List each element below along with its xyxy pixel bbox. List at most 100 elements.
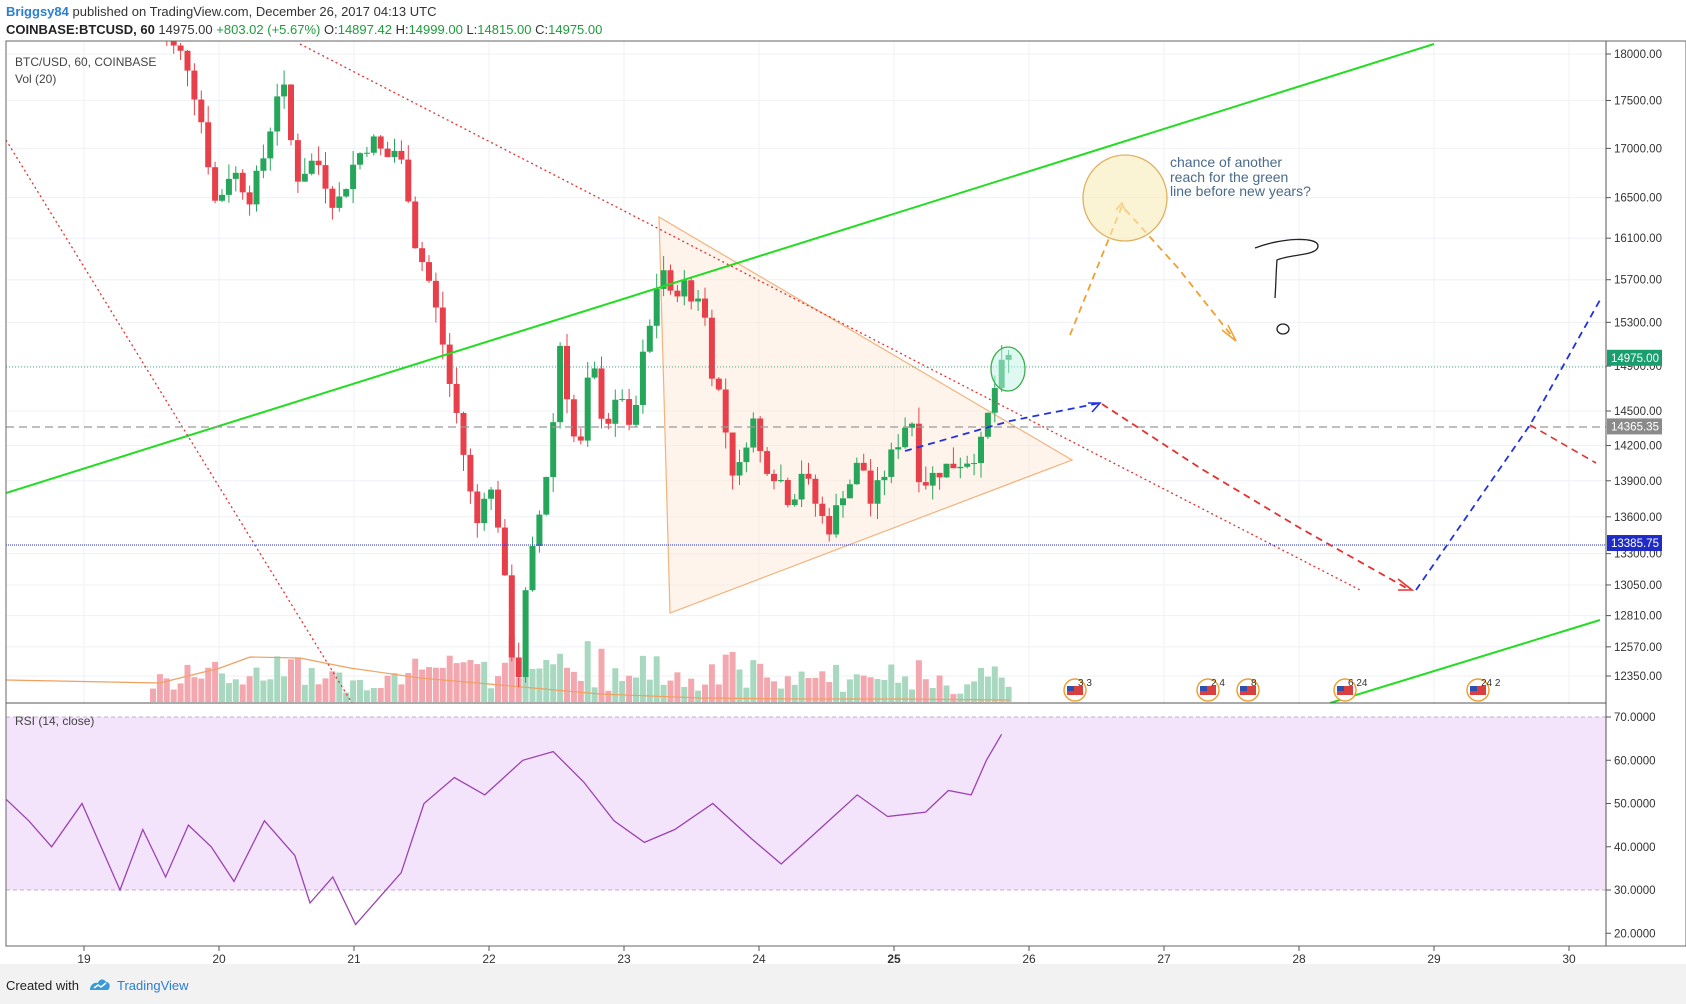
price-tick-label: 17500.00 xyxy=(1614,96,1662,108)
volume-bar xyxy=(998,677,1005,702)
volume-bar xyxy=(343,692,350,702)
candle-body xyxy=(170,41,177,46)
candle-body xyxy=(840,498,846,506)
target-circle[interactable] xyxy=(1082,154,1168,242)
candle-body xyxy=(557,345,564,423)
question-mark-dot xyxy=(1276,323,1290,335)
red-projection-alt[interactable] xyxy=(1529,424,1597,464)
volume-bar xyxy=(784,676,791,702)
footer-brand-link[interactable]: TradingView xyxy=(117,978,189,993)
candle-body xyxy=(612,399,619,424)
candle-body xyxy=(488,489,495,499)
volume-bar xyxy=(619,681,626,702)
candle-body xyxy=(639,351,646,406)
time-axis[interactable]: 19 20 21 22 23 24 25 26 27 28 29 30 xyxy=(77,946,1576,964)
volume-bar xyxy=(501,662,508,702)
us-flag-icon xyxy=(1337,686,1353,695)
volume-bar xyxy=(874,679,881,702)
candle-body xyxy=(605,418,612,424)
volume-bar xyxy=(536,668,543,702)
us-flag-icon xyxy=(1067,686,1083,695)
candle-body xyxy=(246,192,253,205)
candle-body xyxy=(729,432,736,476)
event-label: 3 3 xyxy=(1078,678,1092,689)
volume-bar xyxy=(667,680,674,702)
chart-symbol-legend: BTC/USD, 60, COINBASE xyxy=(15,55,156,69)
candle-body xyxy=(978,436,984,464)
us-flag-icon xyxy=(1067,686,1074,691)
price-axis[interactable]: 18000.00 17500.00 17000.00 16500.00 16100.00… xyxy=(1606,49,1662,683)
candle-body xyxy=(750,418,757,448)
volume-bar xyxy=(543,659,550,702)
red-resistance-line[interactable] xyxy=(299,43,1361,591)
triangle-pattern[interactable] xyxy=(658,215,1074,614)
price-tick-label: 14500.00 xyxy=(1614,406,1662,418)
candle-body xyxy=(239,172,246,193)
candle-body xyxy=(867,470,874,504)
volume-bar xyxy=(570,671,577,702)
candle-body xyxy=(722,389,729,433)
candle-body xyxy=(350,164,357,190)
volume-bar xyxy=(322,678,329,702)
price-tick-label: 12810.00 xyxy=(1614,611,1662,623)
annotation-line-1: chance of another xyxy=(1170,154,1282,170)
volume-bar xyxy=(391,673,398,702)
candle-body xyxy=(529,546,536,591)
candle-body xyxy=(619,399,626,401)
rsi-band xyxy=(6,717,1606,890)
red-steep-line[interactable] xyxy=(6,139,353,703)
annotation-line-3: line before new years? xyxy=(1170,183,1311,199)
event-markers[interactable]: 3 3 2 4 8 6 24 24 2 xyxy=(1063,678,1501,702)
time-tick-label: 29 xyxy=(1427,952,1441,964)
rsi-tick-label: 20.0000 xyxy=(1614,928,1656,940)
orange-projection[interactable] xyxy=(1069,204,1236,341)
price-badge xyxy=(1607,418,1662,435)
price-tick-label: 12570.00 xyxy=(1614,642,1662,654)
us-flag-icon xyxy=(1200,686,1216,695)
author-link[interactable]: Briggsy84 xyxy=(6,4,69,19)
candle-body xyxy=(495,489,501,528)
volume-bar xyxy=(626,675,633,702)
volume-bar xyxy=(564,667,570,702)
volume-bar xyxy=(253,667,260,702)
event-label: 24 2 xyxy=(1481,678,1501,689)
volume-bar xyxy=(467,660,474,702)
candle-body xyxy=(846,484,853,499)
volume-bar xyxy=(991,666,998,702)
time-tick-label: 20 xyxy=(212,952,226,964)
breakout-circle[interactable] xyxy=(990,346,1026,392)
volume-bar xyxy=(184,664,191,702)
volume-bar xyxy=(384,675,391,702)
candle-body xyxy=(591,368,598,378)
green-trendline-lower[interactable] xyxy=(1329,619,1601,703)
blue-projection-up[interactable] xyxy=(1415,299,1601,591)
candle-body xyxy=(681,280,688,297)
volume-bar xyxy=(971,681,978,702)
chart-canvas[interactable]: 3 3 2 4 8 6 24 24 2 BTC/USD, 60, COINBASE Vo… xyxy=(0,40,1686,964)
header: Briggsy84 published on TradingView.com, … xyxy=(0,0,1686,40)
blue-projection-short[interactable] xyxy=(904,402,1101,452)
price-badge xyxy=(1607,535,1662,552)
volume-bar xyxy=(729,651,736,702)
candle-body xyxy=(860,462,867,471)
volume-bar xyxy=(398,684,405,702)
volume-legend: Vol (20) xyxy=(15,72,56,86)
rsi-axis[interactable]: 70.0000 60.0000 50.0000 40.0000 30.0000 20.00… xyxy=(1606,712,1656,940)
volume-bar xyxy=(336,672,343,702)
candle-body xyxy=(481,498,488,524)
candle-body xyxy=(432,280,439,308)
volume-bar xyxy=(943,685,950,702)
volume-bar xyxy=(984,676,991,702)
tradingview-logo-icon[interactable] xyxy=(88,976,112,992)
candle-body xyxy=(667,270,674,291)
volume-bar xyxy=(722,654,729,702)
candle-body xyxy=(702,298,708,318)
candle-body xyxy=(943,463,950,478)
price-badge-label: 13385.75 xyxy=(1611,538,1659,550)
volume-bar xyxy=(922,679,929,702)
rsi-tick-label: 60.0000 xyxy=(1614,755,1656,767)
volume-bar xyxy=(591,687,598,702)
green-trendline-upper[interactable] xyxy=(6,43,1435,494)
candle-body xyxy=(274,96,281,132)
time-tick-label: 25 xyxy=(887,952,901,964)
